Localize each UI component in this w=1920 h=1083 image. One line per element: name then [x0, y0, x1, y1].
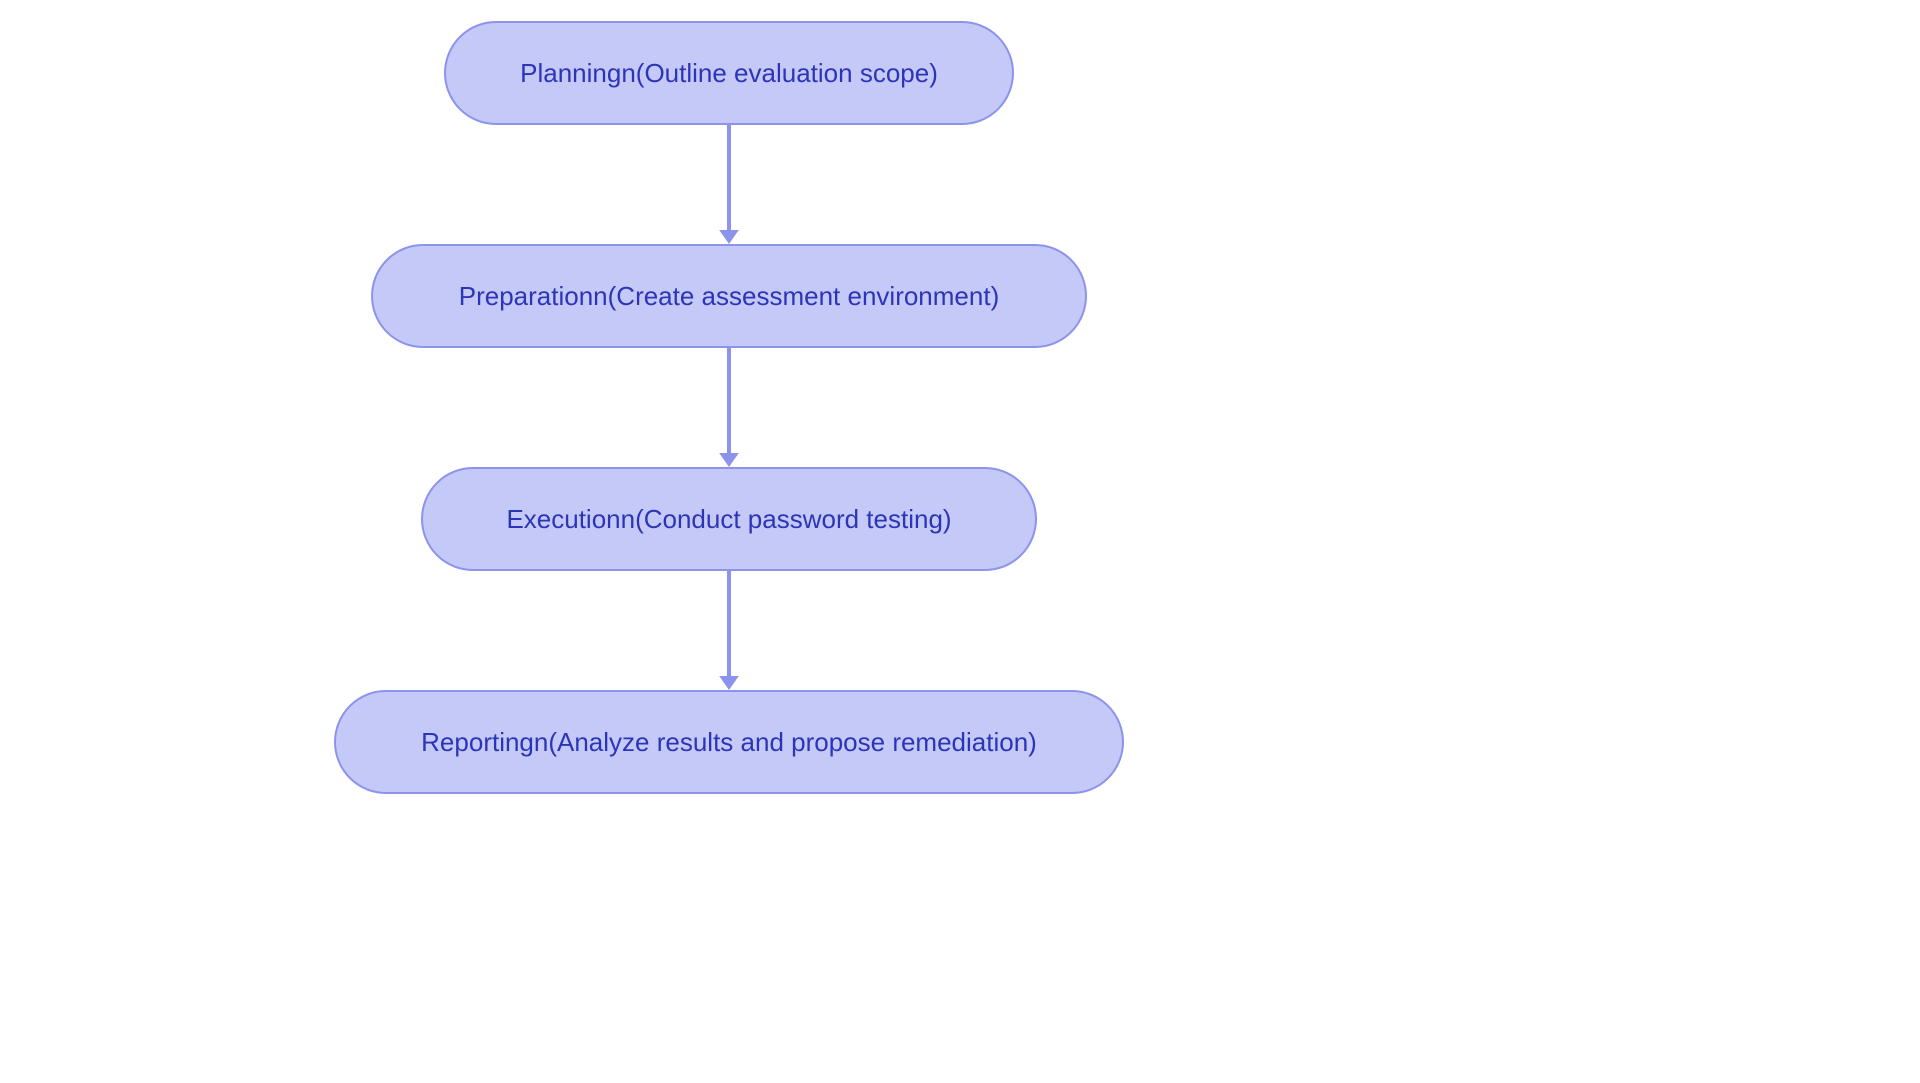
flowchart-arrow [709, 125, 749, 246]
flowchart-node: Planningn(Outline evaluation scope) [444, 21, 1014, 125]
flowchart-arrow [709, 348, 749, 469]
flowchart-node-label: Planningn(Outline evaluation scope) [520, 58, 938, 89]
flowchart-arrow [709, 571, 749, 692]
flowchart-node: Executionn(Conduct password testing) [421, 467, 1037, 571]
flowchart-node-label: Executionn(Conduct password testing) [506, 504, 951, 535]
flowchart-node-label: Preparationn(Create assessment environme… [459, 281, 999, 312]
flowchart-node: Reportingn(Analyze results and propose r… [334, 690, 1124, 794]
flowchart-node-label: Reportingn(Analyze results and propose r… [421, 727, 1037, 758]
flowchart-canvas: Planningn(Outline evaluation scope) Prepa… [0, 0, 1920, 1083]
flowchart-node: Preparationn(Create assessment environme… [371, 244, 1087, 348]
